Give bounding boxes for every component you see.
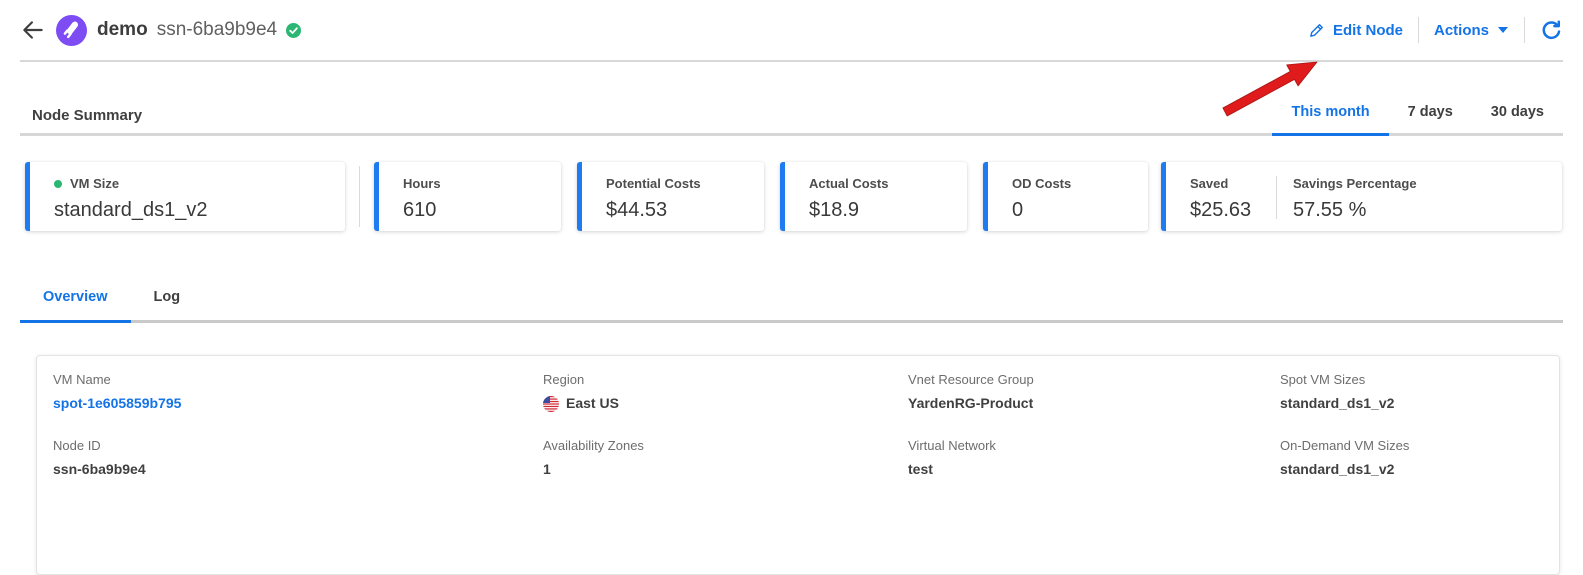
field-vm-name: VM Name spot-1e605859b795 xyxy=(53,372,543,412)
field-virtual-network: Virtual Network test xyxy=(908,438,1280,478)
field-spot-vm-sizes: Spot VM Sizes standard_ds1_v2 xyxy=(1280,372,1543,412)
card-savings-percentage-value: 57.55 % xyxy=(1293,199,1367,221)
field-label: Vnet Resource Group xyxy=(908,372,1034,387)
node-id-value: ssn-6ba9b9e4 xyxy=(53,461,146,477)
tab-7-days[interactable]: 7 days xyxy=(1389,104,1472,136)
arrow-left-icon xyxy=(20,17,46,43)
card-label: Actual Costs xyxy=(809,176,889,191)
tab-log[interactable]: Log xyxy=(131,289,204,323)
header-divider xyxy=(1417,17,1419,43)
card-saved-value: $25.63 xyxy=(1190,199,1252,221)
pencil-icon xyxy=(1308,22,1325,39)
card-label: Saved xyxy=(1190,176,1229,191)
card-savings-percentage: Savings Percentage 57.55 % xyxy=(1277,162,1417,231)
card-label: Savings Percentage xyxy=(1293,176,1417,191)
card-actual-costs: Actual Costs $18.9 xyxy=(780,162,967,231)
cards-group-divider xyxy=(359,166,360,227)
tab-this-month[interactable]: This month xyxy=(1272,104,1389,136)
tab-overview[interactable]: Overview xyxy=(20,289,131,323)
spot-logo-icon xyxy=(56,14,87,46)
field-node-id: Node ID ssn-6ba9b9e4 xyxy=(53,438,543,478)
status-dot-icon xyxy=(54,179,62,188)
field-availability-zones: Availability Zones 1 xyxy=(543,438,908,478)
on-demand-vm-sizes-value: standard_ds1_v2 xyxy=(1280,461,1395,477)
card-hours: Hours 610 xyxy=(374,162,561,231)
us-flag-icon xyxy=(543,395,559,412)
virtual-network-value: test xyxy=(908,461,933,477)
field-label: On-Demand VM Sizes xyxy=(1280,438,1410,453)
node-name-label: ssn-6ba9b9e4 xyxy=(156,19,278,40)
page-header: demo ssn-6ba9b9e4 Edit Node Actions xyxy=(20,0,1563,62)
field-label: Region xyxy=(543,372,585,387)
edit-node-label: Edit Node xyxy=(1332,21,1403,39)
field-label: Node ID xyxy=(53,438,101,453)
field-region: Region xyxy=(543,372,908,412)
actions-label: Actions xyxy=(1433,21,1489,39)
card-saved-amount: Saved $25.63 xyxy=(1166,162,1276,231)
header-actions: Edit Node Actions xyxy=(1308,17,1563,43)
field-label: Spot VM Sizes xyxy=(1280,372,1366,387)
card-hours-value: 610 xyxy=(403,199,437,221)
card-inner-divider xyxy=(1276,176,1277,219)
healthy-check-badge-icon xyxy=(286,22,302,38)
chevron-down-icon xyxy=(1497,26,1509,34)
card-label: VM Size xyxy=(70,176,120,191)
node-summary-header: Node Summary This month 7 days 30 days xyxy=(20,104,1563,136)
card-label: Potential Costs xyxy=(606,176,701,191)
overview-fields-grid: VM Name spot-1e605859b795 Region xyxy=(53,372,1543,478)
refresh-icon xyxy=(1540,19,1563,42)
card-vm-size-value: standard_ds1_v2 xyxy=(54,199,208,221)
card-label: OD Costs xyxy=(1012,176,1072,191)
field-label: Availability Zones xyxy=(543,438,644,453)
card-od-costs: OD Costs 0 xyxy=(983,162,1148,231)
card-potential-costs-value: $44.53 xyxy=(606,199,668,221)
summary-cards-row: VM Size standard_ds1_v2 Hours 610 Potent… xyxy=(25,162,1562,231)
field-label: Virtual Network xyxy=(908,438,996,453)
card-vm-size: VM Size standard_ds1_v2 xyxy=(25,162,345,231)
card-actual-costs-value: $18.9 xyxy=(809,199,860,221)
spot-vm-sizes-value: standard_ds1_v2 xyxy=(1280,395,1395,411)
edit-node-button[interactable]: Edit Node xyxy=(1308,22,1403,39)
field-on-demand-vm-sizes: On-Demand VM Sizes standard_ds1_v2 xyxy=(1280,438,1543,478)
field-vnet-resource-group: Vnet Resource Group YardenRG-Product xyxy=(908,372,1280,412)
header-divider xyxy=(1524,17,1525,43)
date-range-tabs: This month 7 days 30 days xyxy=(1272,104,1563,136)
field-label: VM Name xyxy=(53,372,111,387)
vnet-resource-group-value: YardenRG-Product xyxy=(908,395,1034,411)
tab-30-days[interactable]: 30 days xyxy=(1472,104,1563,136)
card-label: Hours xyxy=(403,176,441,191)
vm-name-link[interactable]: spot-1e605859b795 xyxy=(53,395,182,411)
overview-panel: VM Name spot-1e605859b795 Region xyxy=(36,355,1560,575)
card-saved: Saved $25.63 Savings Percentage 57.55 % xyxy=(1161,162,1562,231)
availability-zones-value: 1 xyxy=(543,461,551,477)
card-vm-size-label-row: VM Size xyxy=(54,175,345,192)
node-summary-title: Node Summary xyxy=(32,107,143,124)
actions-dropdown-button[interactable]: Actions xyxy=(1434,22,1509,39)
back-button[interactable] xyxy=(20,17,46,43)
page-title: demo xyxy=(97,19,148,40)
card-od-costs-value: 0 xyxy=(1012,199,1024,221)
detail-tabs: Overview Log xyxy=(20,289,1563,323)
region-value: East US xyxy=(566,395,619,411)
card-potential-costs: Potential Costs $44.53 xyxy=(577,162,764,231)
refresh-button[interactable] xyxy=(1540,19,1563,42)
